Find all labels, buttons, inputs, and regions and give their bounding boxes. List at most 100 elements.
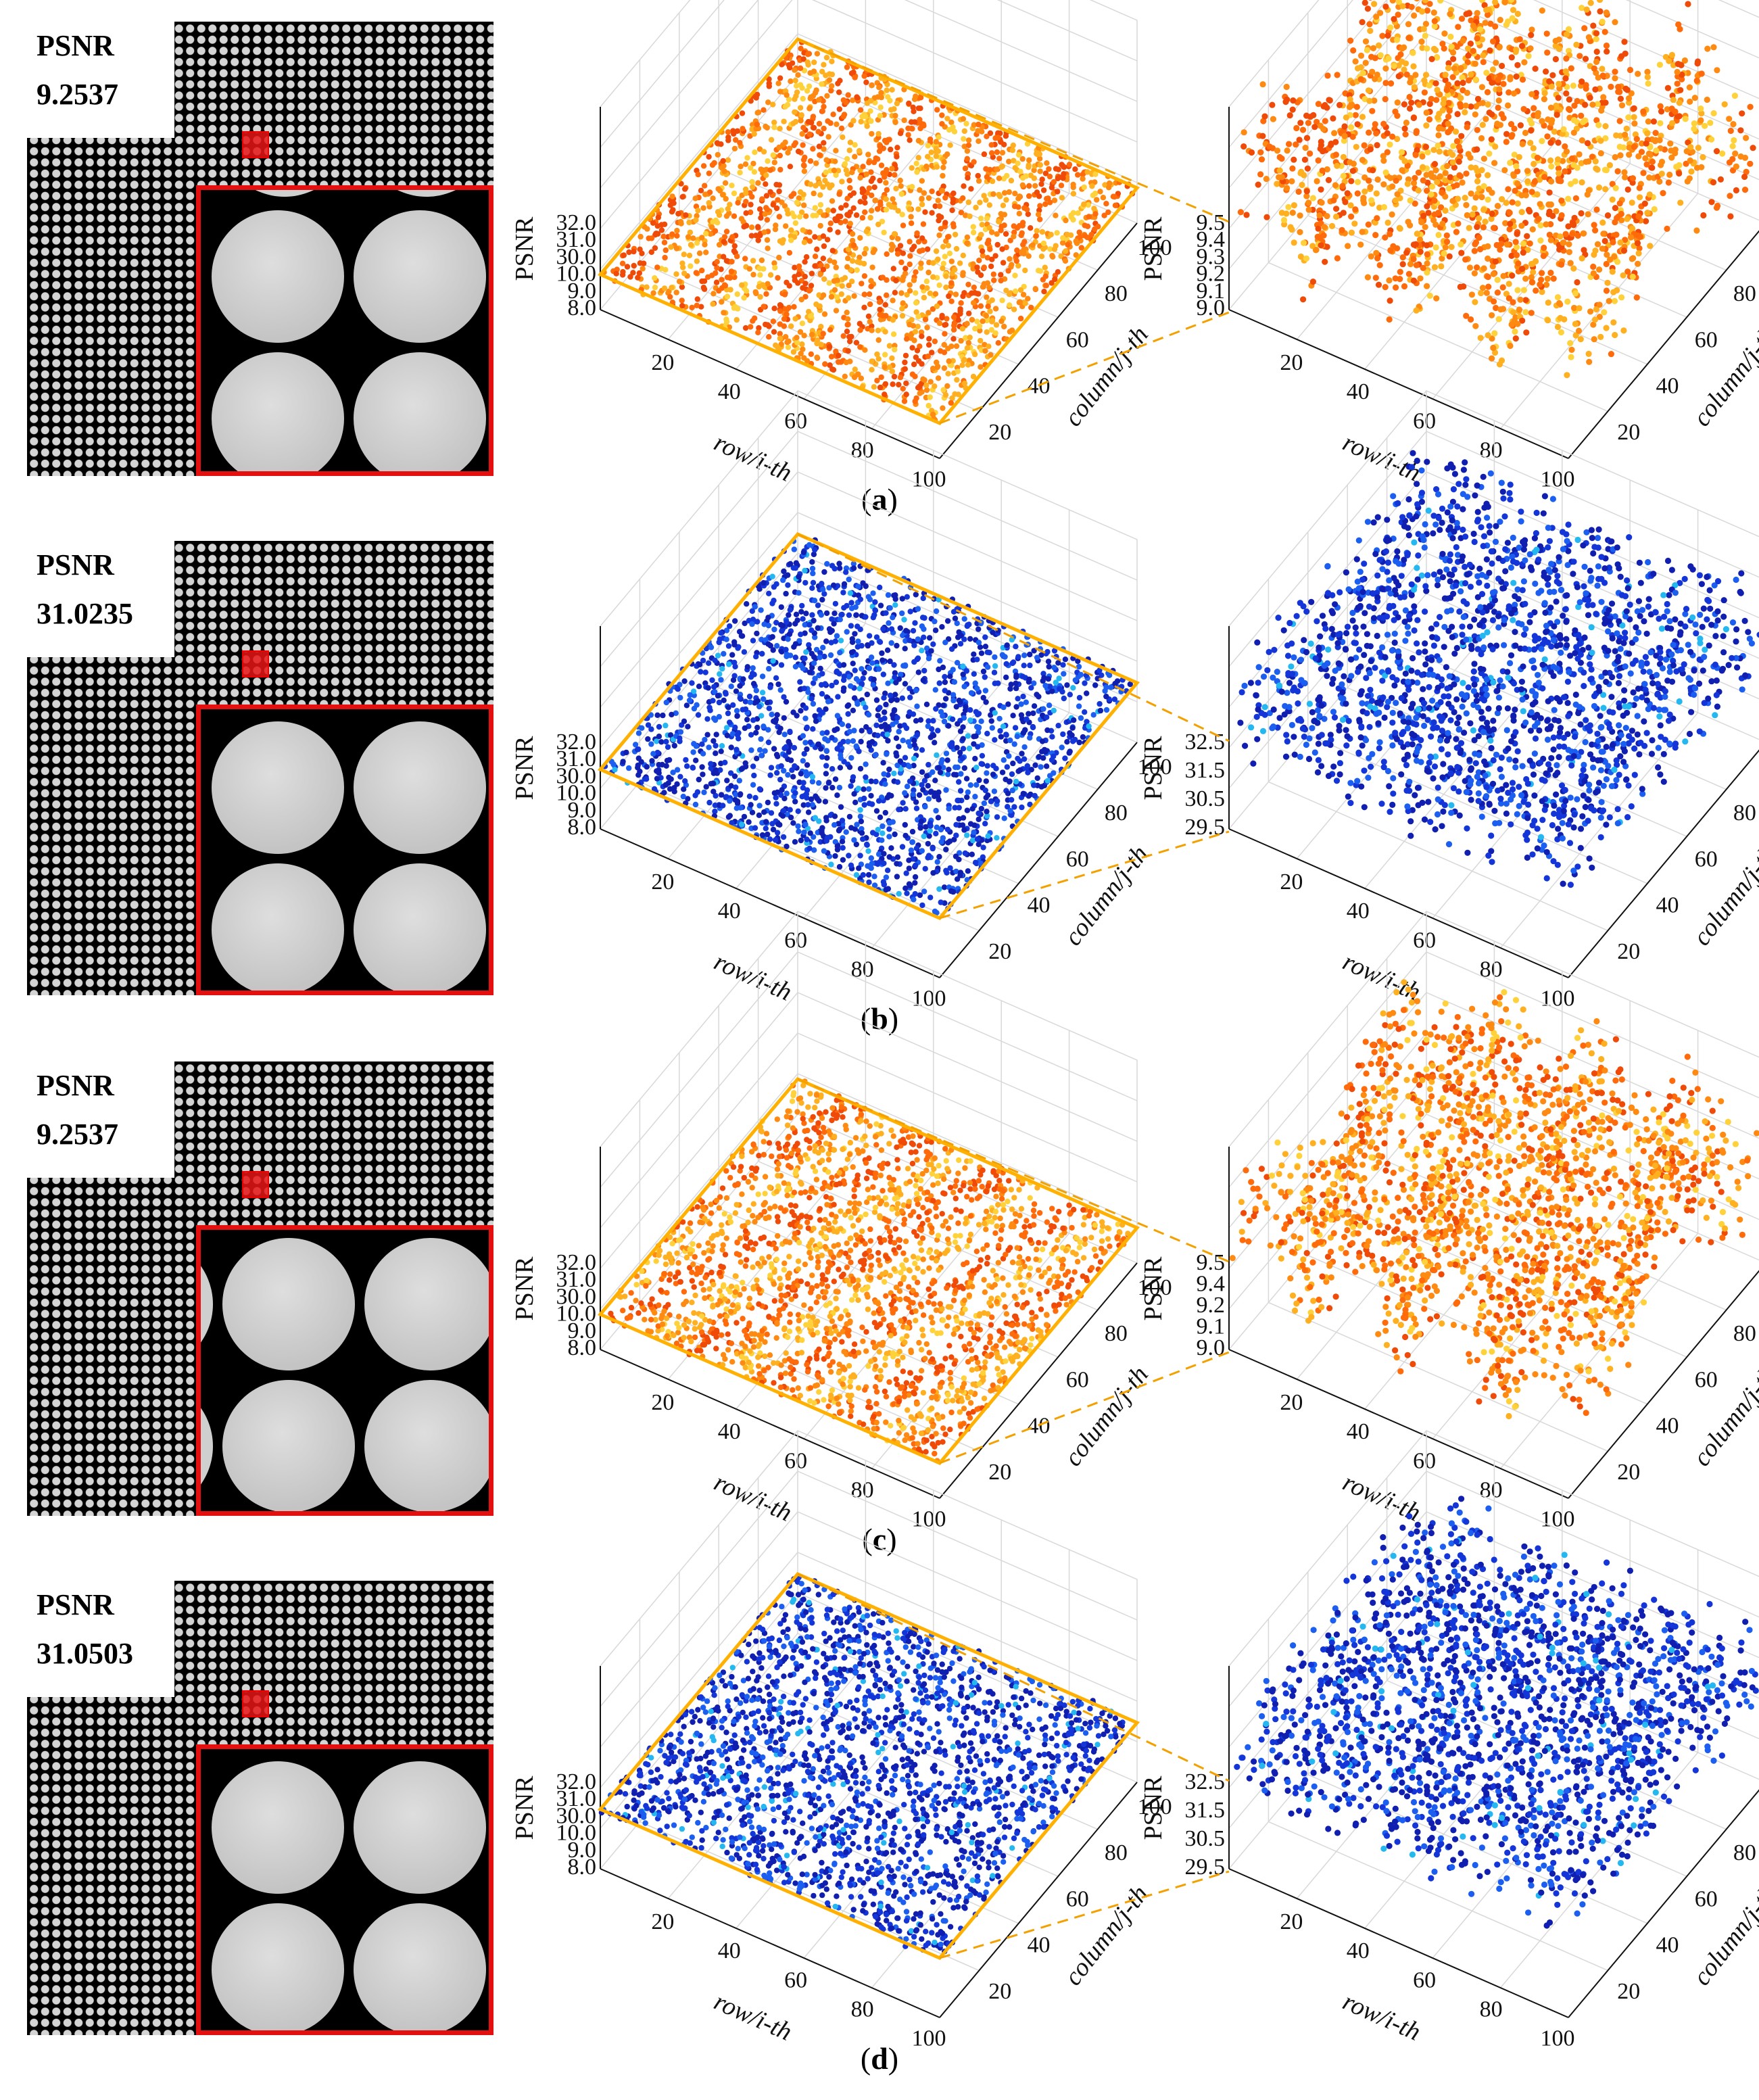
scatter-point [1518, 209, 1525, 216]
scatter-point [731, 145, 738, 151]
scatter-point [1431, 264, 1439, 270]
scatter-point [1302, 145, 1309, 151]
scatter-point [982, 348, 988, 354]
scatter-point [699, 235, 705, 241]
scatter-point [795, 808, 801, 814]
scatter-point [1435, 142, 1441, 149]
scatter-point [722, 283, 729, 289]
scatter-point [1612, 185, 1619, 191]
scatter-point [1693, 77, 1700, 84]
scatter-point [1460, 37, 1466, 44]
scatter-point [773, 801, 779, 807]
scatter-point [900, 222, 907, 229]
scatter-point [1347, 37, 1354, 44]
scatter-point [875, 327, 882, 333]
scatter-point [1681, 57, 1688, 64]
scatter-point [1597, 150, 1604, 157]
scatter-point [1348, 124, 1355, 130]
scatter-point [787, 164, 794, 170]
scatter-point [1439, 189, 1445, 196]
scatter-point [854, 267, 860, 273]
scatter-point [941, 365, 948, 371]
scatter-point [1015, 654, 1021, 660]
zoom-dot [212, 352, 344, 471]
scatter-point [1503, 139, 1510, 145]
scatter-point [1635, 260, 1641, 267]
scatter-point [1495, 97, 1502, 104]
scatter-point [919, 247, 926, 254]
scatter-point [1531, 105, 1537, 112]
scatter-point [777, 166, 784, 173]
scatter-point [940, 405, 946, 411]
scatter-point [1539, 7, 1545, 14]
scatter-point [1042, 201, 1049, 208]
scatter-point [751, 130, 757, 137]
scatter-point [784, 311, 790, 318]
scatter-point [1447, 11, 1453, 18]
scatter-point [1418, 219, 1425, 226]
scatter-point [1503, 241, 1511, 248]
scatter-point [1462, 195, 1468, 201]
scatter-point [861, 786, 867, 792]
scatter-point [829, 83, 835, 89]
scatter-point [1478, 289, 1485, 297]
scatter-point [1061, 695, 1067, 702]
scatter-point [1106, 185, 1112, 191]
scatter-point [1103, 201, 1109, 207]
scatter-point [872, 197, 879, 204]
scatter-point [788, 227, 794, 233]
scatter-point [1419, 153, 1426, 160]
scatter-point [989, 297, 995, 304]
scatter-point [792, 109, 798, 115]
scatter-point [838, 638, 844, 644]
scatter-point [1439, 220, 1446, 227]
scatter-point [1519, 141, 1526, 147]
scatter-point [1319, 167, 1326, 174]
scatter-point [825, 207, 832, 214]
scatter-point [1259, 81, 1266, 88]
scatter-point [1628, 234, 1635, 241]
scatter-point [907, 288, 913, 294]
scatter-point [683, 212, 689, 218]
scatter-point [1022, 300, 1028, 306]
zoom-dot [354, 352, 486, 471]
scatter-point [1320, 126, 1327, 133]
scatter-point [840, 97, 847, 103]
scatter-point [952, 266, 958, 272]
scatter-point [824, 237, 831, 243]
scatter-point [1556, 177, 1562, 184]
scatter-point [893, 185, 899, 192]
scatter-point [1336, 101, 1343, 108]
scatter-point [1045, 659, 1052, 665]
scatter-point [696, 776, 702, 783]
scatter-point [1702, 122, 1708, 129]
scatter-point [925, 195, 932, 201]
scatter-point [942, 195, 948, 201]
scatter-point [763, 826, 769, 832]
scatter-point [978, 215, 984, 222]
scatter-point [1497, 16, 1503, 24]
scatter-point [883, 180, 889, 186]
scatter-point [851, 374, 858, 381]
scatter-point [976, 323, 983, 329]
scatter-point [984, 770, 990, 776]
scatter-point [734, 254, 740, 260]
scatter-point [796, 263, 802, 269]
scatter-point [1587, 0, 1594, 6]
scatter-point [925, 353, 932, 360]
scatter-point [957, 788, 964, 794]
scatter-point [1423, 122, 1430, 129]
scatter-point [679, 284, 685, 290]
scatter-point [794, 335, 800, 341]
zoom-dot [212, 210, 344, 343]
zoom-inset [196, 185, 493, 476]
scatter-point [644, 226, 650, 232]
scatter-point [1578, 112, 1585, 119]
scatter-point [944, 151, 950, 158]
scatter-point [809, 270, 815, 277]
scatter-point [922, 209, 928, 215]
scatter-point [729, 652, 736, 658]
scatter-point [840, 857, 846, 863]
scatter-point [986, 343, 992, 350]
scatter-point [1537, 201, 1543, 208]
